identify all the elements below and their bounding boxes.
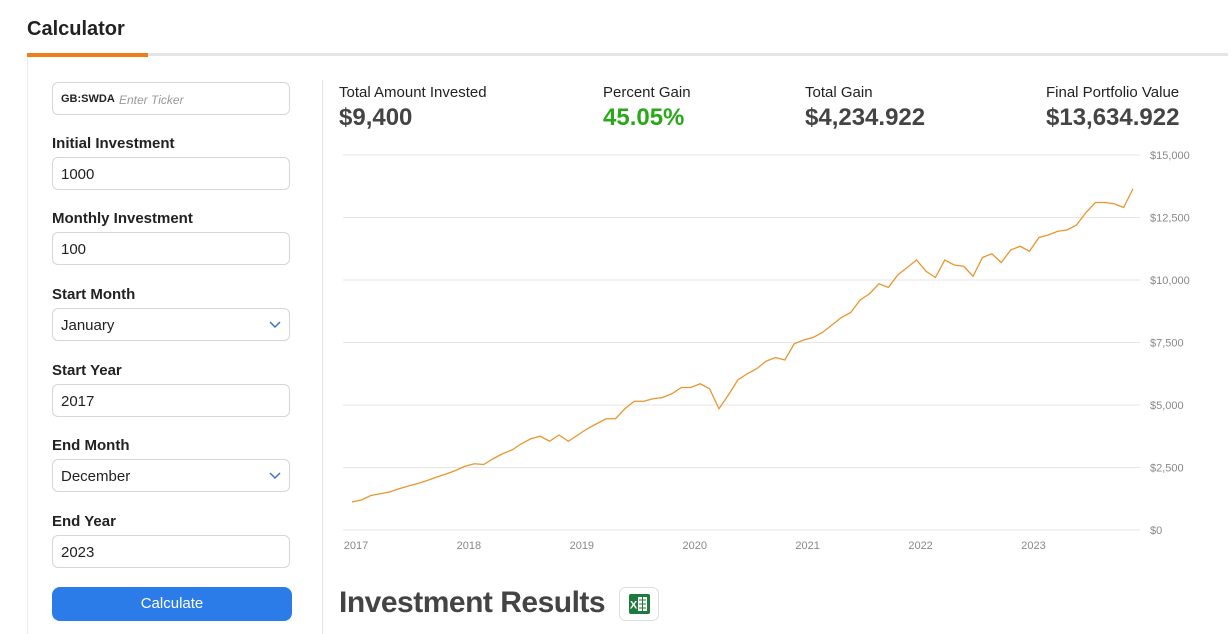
chart: $0 $2,500 $5,000 $7,500 $10,000 $12,500 $15,00…	[343, 150, 1190, 552]
stat-value: 45.05%	[603, 104, 685, 131]
stat-label: Final Portfolio Value	[1046, 84, 1180, 101]
field-input[interactable]: December	[52, 459, 290, 492]
calculate-button[interactable]: Calculate	[52, 587, 292, 621]
field-value: 1000	[61, 166, 95, 183]
stat-label: Percent Gain	[603, 84, 691, 101]
y-tick-label: $12,500	[1150, 213, 1190, 225]
ticker-value: GB:SWDA	[61, 93, 115, 105]
dropdown-chevron	[269, 321, 281, 329]
line-series	[351, 188, 1134, 503]
divider	[322, 80, 323, 634]
stat-value: $9,400	[339, 104, 413, 131]
x-tick-label: 2023	[1021, 540, 1045, 552]
field-label: Start Month	[52, 286, 136, 303]
x-tick-label: 2018	[457, 540, 481, 552]
y-tick-label: $5,000	[1150, 400, 1184, 412]
field-input[interactable]: 1000	[52, 157, 290, 190]
field-label: Start Year	[52, 362, 122, 379]
y-tick-label: $0	[1150, 525, 1162, 537]
field-label: End Year	[52, 513, 116, 530]
field-value: 2023	[61, 544, 95, 561]
field-input[interactable]: January	[52, 308, 290, 341]
stat-label: Total Gain	[805, 84, 873, 101]
stat-label: Total Amount Invested	[339, 84, 487, 101]
x-tick-label: 2019	[570, 540, 594, 552]
stat-value: $13,634.922	[1046, 104, 1180, 131]
field-label: Initial Investment	[52, 135, 175, 152]
field-input[interactable]: 100	[52, 232, 290, 265]
field-label: End Month	[52, 437, 130, 454]
ticker-placeholder: Enter Ticker	[119, 93, 184, 107]
y-tick-label: $15,000	[1150, 150, 1190, 162]
y-tick-label: $7,500	[1150, 338, 1184, 350]
active-tab-underline	[27, 53, 148, 57]
y-tick-label: $2,500	[1150, 463, 1184, 475]
results-title: Investment Results	[339, 586, 606, 619]
y-tick-label: $10,000	[1150, 275, 1190, 287]
field-value: December	[61, 468, 131, 485]
ticker-input[interactable]: GB:SWDA Enter Ticker	[52, 82, 290, 115]
tab-rule	[148, 53, 1228, 56]
field-input[interactable]: 2023	[52, 535, 290, 568]
svg-text:X: X	[630, 600, 638, 612]
card	[27, 57, 1229, 634]
field-label: Monthly Investment	[52, 210, 193, 227]
stat-value: $4,234.922	[805, 104, 926, 131]
field-value: 100	[61, 241, 87, 258]
field-input[interactable]: 2017	[52, 384, 290, 417]
field-value: January	[61, 317, 115, 334]
dropdown-chevron	[269, 472, 281, 480]
x-tick-label: 2022	[908, 540, 932, 552]
x-tick-label: 2021	[795, 540, 819, 552]
x-tick-label: 2017	[344, 540, 368, 552]
field-value: 2017	[61, 393, 95, 410]
page-title: Calculator	[27, 18, 125, 40]
x-tick-label: 2020	[683, 540, 707, 552]
excel-icon[interactable]: X	[619, 587, 659, 621]
